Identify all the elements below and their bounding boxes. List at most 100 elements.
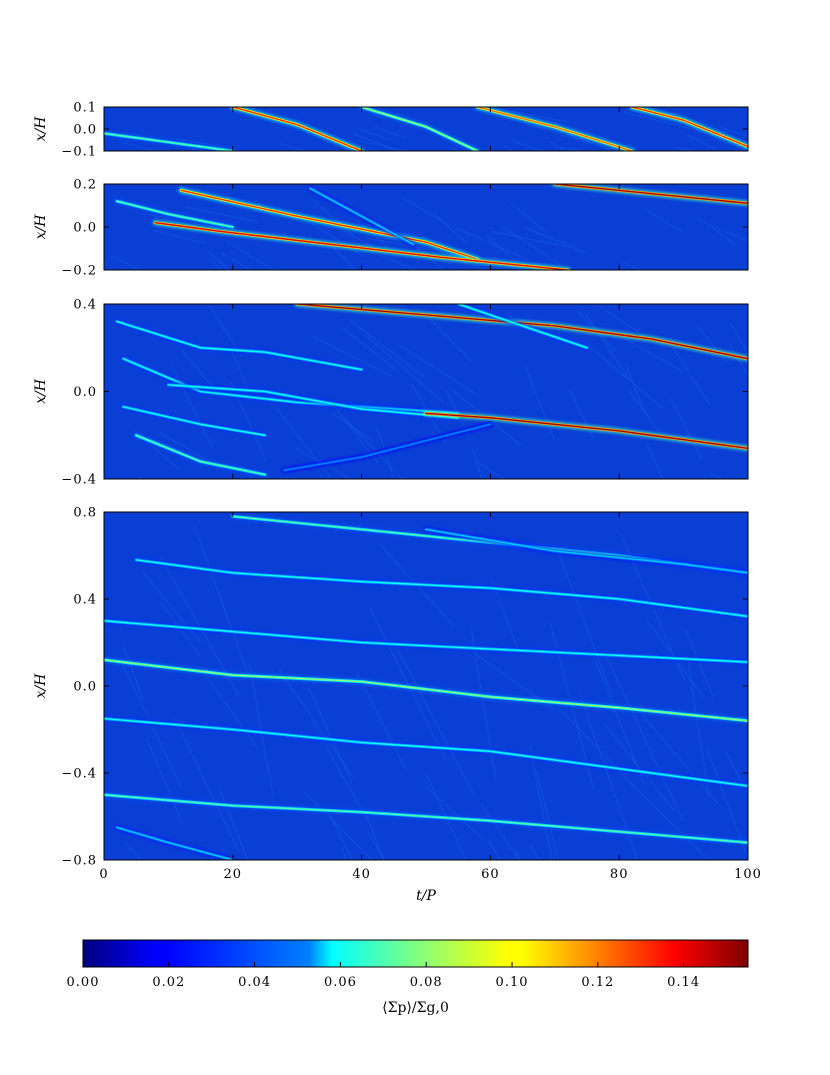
- filament-3-1: [113, 318, 365, 373]
- heatmap-texture-streak: [340, 845, 347, 860]
- heatmap-texture-streak: [170, 364, 213, 447]
- heatmap-texture-streak: [491, 231, 566, 247]
- filament-2-3: [152, 219, 571, 270]
- heatmap-texture-streak: [593, 656, 645, 783]
- heatmap-panel-2: 0.2 0.0 −0.2 x/H: [33, 178, 749, 279]
- heatmap-texture-streak: [433, 213, 469, 245]
- heatmap-texture-streak: [720, 126, 748, 137]
- colorbar-tick-label: 0.14: [667, 975, 700, 990]
- heatmap-texture-streak: [121, 663, 183, 790]
- heatmap-texture-streak: [358, 128, 391, 141]
- filament-2-4: [551, 184, 748, 207]
- heatmap-texture-streak: [342, 327, 397, 371]
- heatmap-texture-streak: [560, 146, 588, 151]
- filament-3-7: [120, 403, 268, 439]
- heatmap-texture-streak: [504, 145, 515, 151]
- heatmap-texture-streak: [308, 687, 353, 784]
- heatmap-texture-streak: [472, 448, 482, 479]
- y-tick-label: 0.0: [73, 221, 97, 236]
- heatmap-texture-streak: [206, 676, 258, 748]
- heatmap-texture-streak: [364, 334, 445, 404]
- filament-2-2: [178, 187, 481, 263]
- filament-1-4: [474, 107, 636, 151]
- x-tick-label: 20: [224, 867, 243, 882]
- filament-3-6: [423, 410, 748, 452]
- heatmap-texture-streak: [486, 235, 518, 264]
- heatmap-texture-streak: [311, 223, 364, 258]
- heatmap-texture-streak: [455, 227, 529, 261]
- y-tick-label: −0.4: [61, 473, 97, 488]
- filament-3-5: [165, 381, 462, 421]
- heatmap-texture-streak: [488, 840, 501, 860]
- heatmap-texture-streak: [280, 143, 306, 151]
- heatmap-texture-streak: [629, 782, 709, 860]
- y-axis-label: x/H: [33, 214, 49, 240]
- heatmap-texture-streak: [524, 364, 555, 441]
- heatmap-texture-streak: [527, 123, 589, 144]
- heatmap-texture-streak: [146, 738, 183, 824]
- heatmap-texture-streak: [705, 746, 748, 860]
- filament-4-5: [104, 715, 748, 789]
- heatmap-texture-streak: [353, 133, 400, 151]
- heatmap-texture-streak: [671, 346, 711, 405]
- heatmap-texture-streak: [645, 441, 664, 479]
- heatmap-texture-streak: [499, 224, 559, 264]
- heatmap-panel-4: 0.8 0.4 0.0 −0.4 −0.8 x/H: [33, 506, 749, 869]
- filament-4-3: [104, 617, 748, 666]
- colorbar-tick-label: 0.02: [152, 975, 185, 990]
- heatmap-panel-1: 0.1 0.0 −0.1 x/H: [33, 101, 749, 160]
- x-tick-label: 40: [352, 867, 371, 882]
- heatmap-texture-streak: [328, 811, 354, 860]
- colorbar: 0.00 0.02 0.04 0.06 0.08 0.10 0.12 0.14 ⟨Σp⟩/Σg,…: [67, 939, 749, 1016]
- heatmap-texture-streak: [554, 703, 637, 789]
- heatmap-texture-streak: [304, 791, 374, 860]
- y-tick-label: −0.8: [61, 854, 97, 869]
- heatmap-texture-streak: [110, 255, 142, 270]
- heatmap-texture-streak: [509, 201, 546, 233]
- y-tick-label: 0.2: [73, 178, 97, 193]
- heatmap-texture-streak: [587, 344, 663, 408]
- heatmap-texture-streak: [430, 319, 472, 363]
- heatmap-texture-streak: [395, 645, 476, 797]
- filament-4-8: [113, 824, 236, 860]
- heatmap-texture-streak: [684, 629, 715, 701]
- filament-4-7: [423, 526, 748, 576]
- heatmap-texture-streak: [687, 134, 716, 150]
- heatmap-texture-streak: [331, 245, 357, 270]
- filament-3-8: [133, 432, 268, 478]
- heatmap-background: [104, 512, 748, 860]
- heatmap-texture-streak: [569, 390, 596, 441]
- heatmap-texture-streak: [207, 250, 231, 270]
- y-axis-label: x/H: [33, 673, 49, 699]
- y-tick-label: −0.4: [61, 767, 97, 782]
- heatmap-texture-streak: [193, 524, 250, 677]
- heatmap-texture-streak: [687, 660, 710, 796]
- heatmap-texture-streak: [605, 656, 684, 822]
- filament-3-9: [281, 421, 494, 474]
- heatmap-texture-streak: [670, 398, 703, 460]
- y-tick-label: 0.4: [73, 298, 97, 313]
- heatmap-texture-streak: [356, 671, 408, 772]
- colorbar-tick-label: 0.10: [496, 975, 529, 990]
- colorbar-tick-label: 0.06: [324, 975, 357, 990]
- filament-1-1: [104, 130, 236, 151]
- heatmap-texture-streak: [139, 477, 143, 479]
- heatmap-texture-streak: [623, 338, 684, 373]
- filament-4-2: [133, 556, 748, 620]
- colorbar-gradient: [82, 939, 749, 968]
- heatmap-texture-streak: [209, 258, 223, 270]
- heatmap-texture-streak: [375, 425, 395, 479]
- y-axis-label: x/H: [33, 116, 49, 142]
- colorbar-label: ⟨Σp⟩/Σg,0: [382, 1000, 449, 1016]
- filament-3-2: [294, 304, 748, 362]
- heatmap-texture-streak: [522, 226, 587, 254]
- y-tick-label: 0.4: [73, 593, 97, 608]
- heatmap-texture-streak: [698, 217, 737, 246]
- filament-1-3: [358, 107, 481, 151]
- y-tick-label: 0.0: [73, 680, 97, 695]
- filament-3-4: [120, 355, 462, 417]
- heatmap-texture-streak: [628, 390, 664, 438]
- colorbar-tick-label: 0.08: [410, 975, 443, 990]
- heatmap-texture-streak: [350, 320, 424, 377]
